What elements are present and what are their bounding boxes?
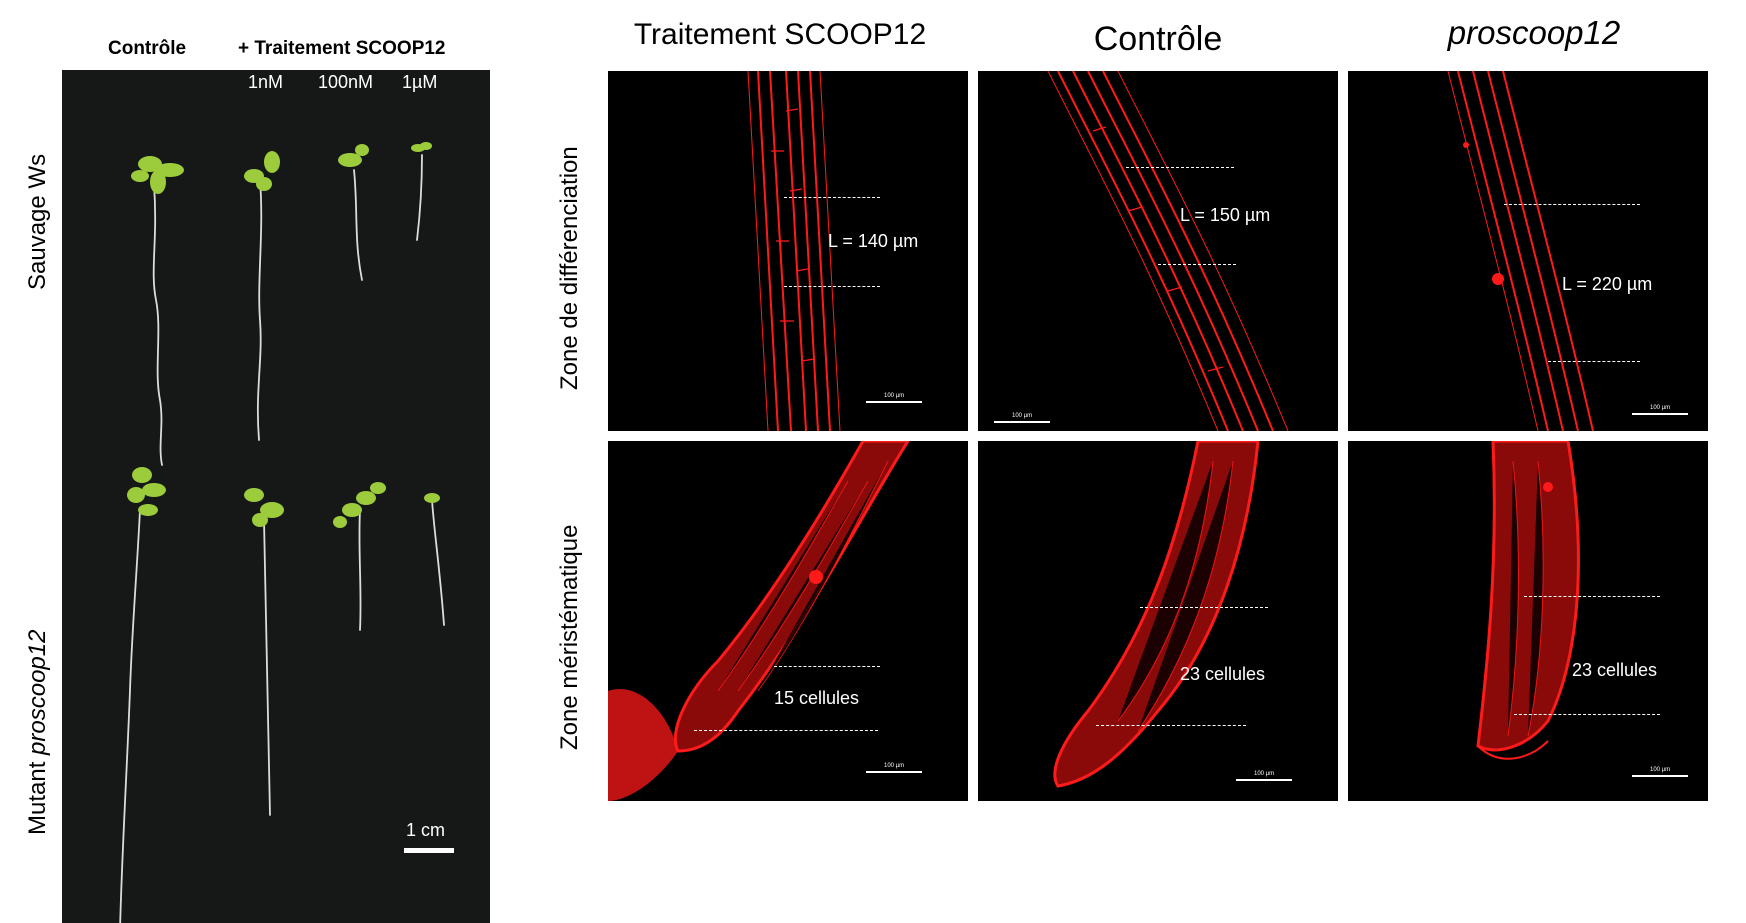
- scale-bar-100um: [994, 421, 1050, 423]
- column-title-treatment: Traitement SCOOP12: [633, 18, 927, 51]
- concentration-100nm: 100nM: [318, 72, 374, 92]
- length-label: L = 140 µm: [828, 231, 919, 251]
- scale-label-100um: 100 µm: [1650, 767, 1671, 773]
- column-title-mutant: proscoop12: [1447, 14, 1621, 51]
- concentration-1nm: 1nM: [248, 72, 284, 92]
- row-label-mutant: Mutant proscoop12: [24, 630, 52, 835]
- cell-count-label: 23 cellules: [1572, 660, 1658, 680]
- length-label: L = 220 µm: [1562, 274, 1653, 294]
- scale-label-100um: 100 µm: [884, 763, 905, 769]
- row-label-mutant-prefix: Mutant: [24, 754, 51, 835]
- row-label-meristem: Zone méristématique: [556, 524, 583, 750]
- row-label-mutant-name: proscoop12: [24, 629, 51, 755]
- micrograph-meristem-control: 23 cellules 100 µm: [978, 441, 1338, 801]
- boundary-line-lower: [1158, 264, 1236, 265]
- scale-bar-1cm: [404, 848, 454, 853]
- micrograph-differentiation-mutant: L = 220 µm 100 µm: [1348, 71, 1708, 431]
- concentration-1um: 1µM: [402, 72, 438, 92]
- column-title-control: Contrôle: [1093, 20, 1223, 58]
- scale-label-100um: 100 µm: [1254, 771, 1275, 777]
- boundary-line-upper: [784, 197, 880, 198]
- cell-count-label: 23 cellules: [1180, 664, 1266, 684]
- boundary-line-lower: [1548, 361, 1640, 362]
- scale-bar-100um: [866, 401, 922, 403]
- length-label: L = 150 µm: [1180, 205, 1271, 225]
- scale-bar-100um: [1236, 779, 1292, 781]
- boundary-line-upper: [1140, 607, 1268, 608]
- scale-label-100um: 100 µm: [1650, 405, 1671, 411]
- scale-label-1cm: 1 cm: [406, 820, 446, 840]
- header-treatment: + Traitement SCOOP12: [238, 38, 446, 59]
- boundary-line-lower: [784, 286, 880, 287]
- scale-label-100um: 100 µm: [1012, 413, 1033, 419]
- boundary-line-lower: [1514, 714, 1660, 715]
- boundary-line-lower: [1096, 725, 1246, 726]
- boundary-line-upper: [774, 666, 880, 667]
- boundary-line-upper: [1126, 167, 1234, 168]
- scale-bar-100um: [866, 771, 922, 773]
- scale-bar-100um: [1632, 775, 1688, 777]
- scale-label-100um: 100 µm: [884, 393, 905, 399]
- row-label-differentiation: Zone de différenciation: [556, 146, 583, 390]
- micrograph-differentiation-treatment: L = 140 µm 100 µm: [608, 71, 968, 431]
- boundary-line-lower: [694, 730, 878, 731]
- scale-bar-100um: [1632, 413, 1688, 415]
- cell-count-label: 15 cellules: [774, 688, 860, 708]
- boundary-line-upper: [1504, 204, 1640, 205]
- boundary-line-upper: [1524, 596, 1660, 597]
- header-control: Contrôle: [108, 38, 187, 59]
- micrograph-meristem-treatment: 15 cellules 100 µm: [608, 441, 968, 801]
- seedling-photo: 1nM 100nM 1µM 1 cm: [62, 70, 490, 923]
- row-label-wildtype: Sauvage Ws: [24, 153, 51, 290]
- micrograph-meristem-mutant: 23 cellules 100 µm: [1348, 441, 1708, 801]
- micrograph-differentiation-control: L = 150 µm 100 µm: [978, 71, 1338, 431]
